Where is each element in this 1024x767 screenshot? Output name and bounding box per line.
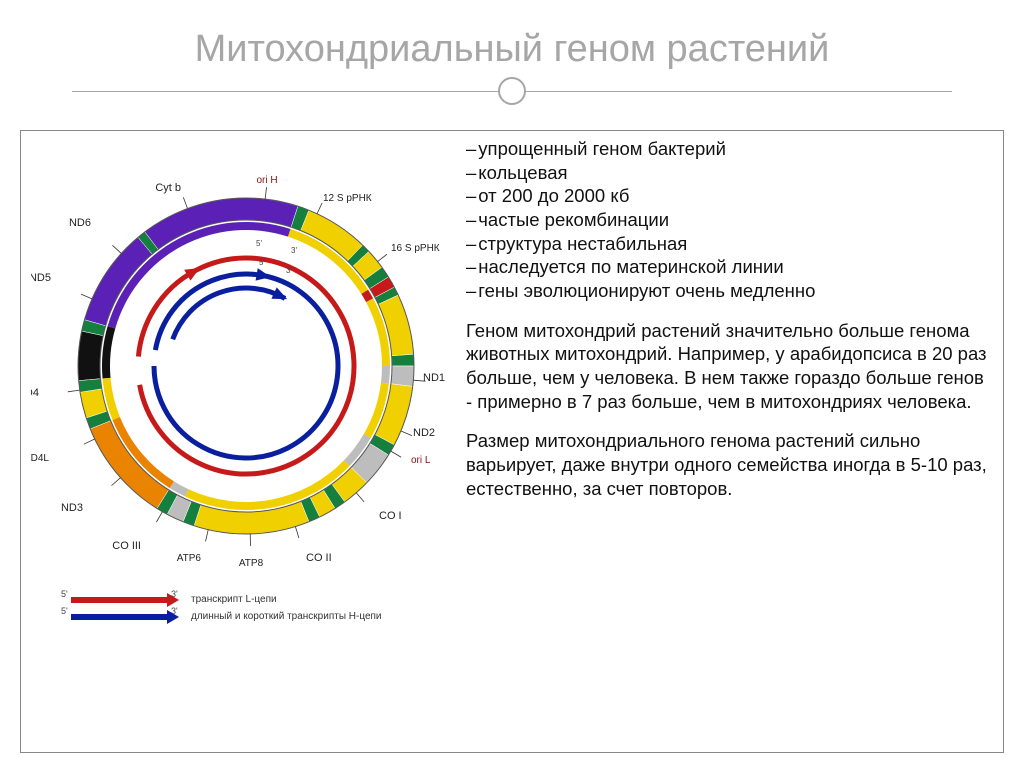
title-decoration — [0, 77, 1024, 105]
circular-genome-svg: 5' 3' 5' 3' ori H Cyt b 12 S рРНК 16 S рРНК ND6 N… — [31, 161, 461, 581]
bullet-item: от 200 до 2000 кб — [466, 184, 993, 208]
gene-label: Cyt b — [155, 182, 181, 194]
gene-label: ori H — [256, 175, 277, 186]
bullet-item: наследуется по материнской линии — [466, 255, 993, 279]
svg-text:3': 3' — [291, 246, 297, 255]
genome-diagram: 5' 3' 5' 3' ori H Cyt b 12 S рРНК 16 S рРНК ND6 N… — [31, 161, 461, 628]
legend-h-strand: 5' 3' длинный и короткий транскрипты H-ц… — [71, 611, 461, 622]
gene-label: ATP6 — [177, 553, 202, 564]
gene-label: ori L — [411, 455, 431, 466]
paragraph-2: Размер митохондриального генома растений… — [466, 429, 993, 500]
page-title: Митохондриальный геном растений — [0, 0, 1024, 71]
gene-label: ND1 — [423, 372, 445, 384]
gene-label: CO II — [306, 552, 332, 564]
legend: 5' 3' транскрипт L-цепи 5' 3' длинный и … — [71, 594, 461, 622]
gene-label: ND3 — [61, 502, 83, 514]
legend-l-strand: 5' 3' транскрипт L-цепи — [71, 594, 461, 605]
svg-text:5': 5' — [256, 239, 262, 248]
gene-label: ND5 — [31, 272, 51, 284]
paragraph-1: Геном митохондрий растений значительно б… — [466, 319, 993, 414]
legend-l-label: транскрипт L-цепи — [191, 594, 277, 605]
gene-label: 16 S рРНК — [391, 243, 440, 254]
gene-label: CO I — [379, 510, 402, 522]
gene-label: ND4L — [31, 453, 49, 464]
bullet-item: упрощенный геном бактерий — [466, 137, 993, 161]
bullet-item: гены эволюционируют очень медленно — [466, 279, 993, 303]
svg-text:3': 3' — [286, 266, 292, 275]
bullet-item: структура нестабильная — [466, 232, 993, 256]
bullet-item: частые рекомбинации — [466, 208, 993, 232]
gene-label: ND6 — [69, 217, 91, 229]
legend-h-label: длинный и короткий транскрипты H-цепи — [191, 611, 382, 622]
gene-label: ND2 — [413, 427, 435, 439]
gene-label: 12 S рРНК — [323, 193, 372, 204]
bullet-list: упрощенный геном бактерийкольцеваяот 200… — [466, 137, 993, 303]
gene-label: ND4 — [31, 387, 39, 399]
text-column: упрощенный геном бактерийкольцеваяот 200… — [466, 137, 993, 500]
content-frame: 5' 3' 5' 3' ori H Cyt b 12 S рРНК 16 S рРНК ND6 N… — [20, 130, 1004, 753]
gene-label: CO III — [112, 540, 141, 552]
svg-text:5': 5' — [259, 258, 265, 267]
gene-label: ATP8 — [239, 558, 264, 569]
bullet-item: кольцевая — [466, 161, 993, 185]
